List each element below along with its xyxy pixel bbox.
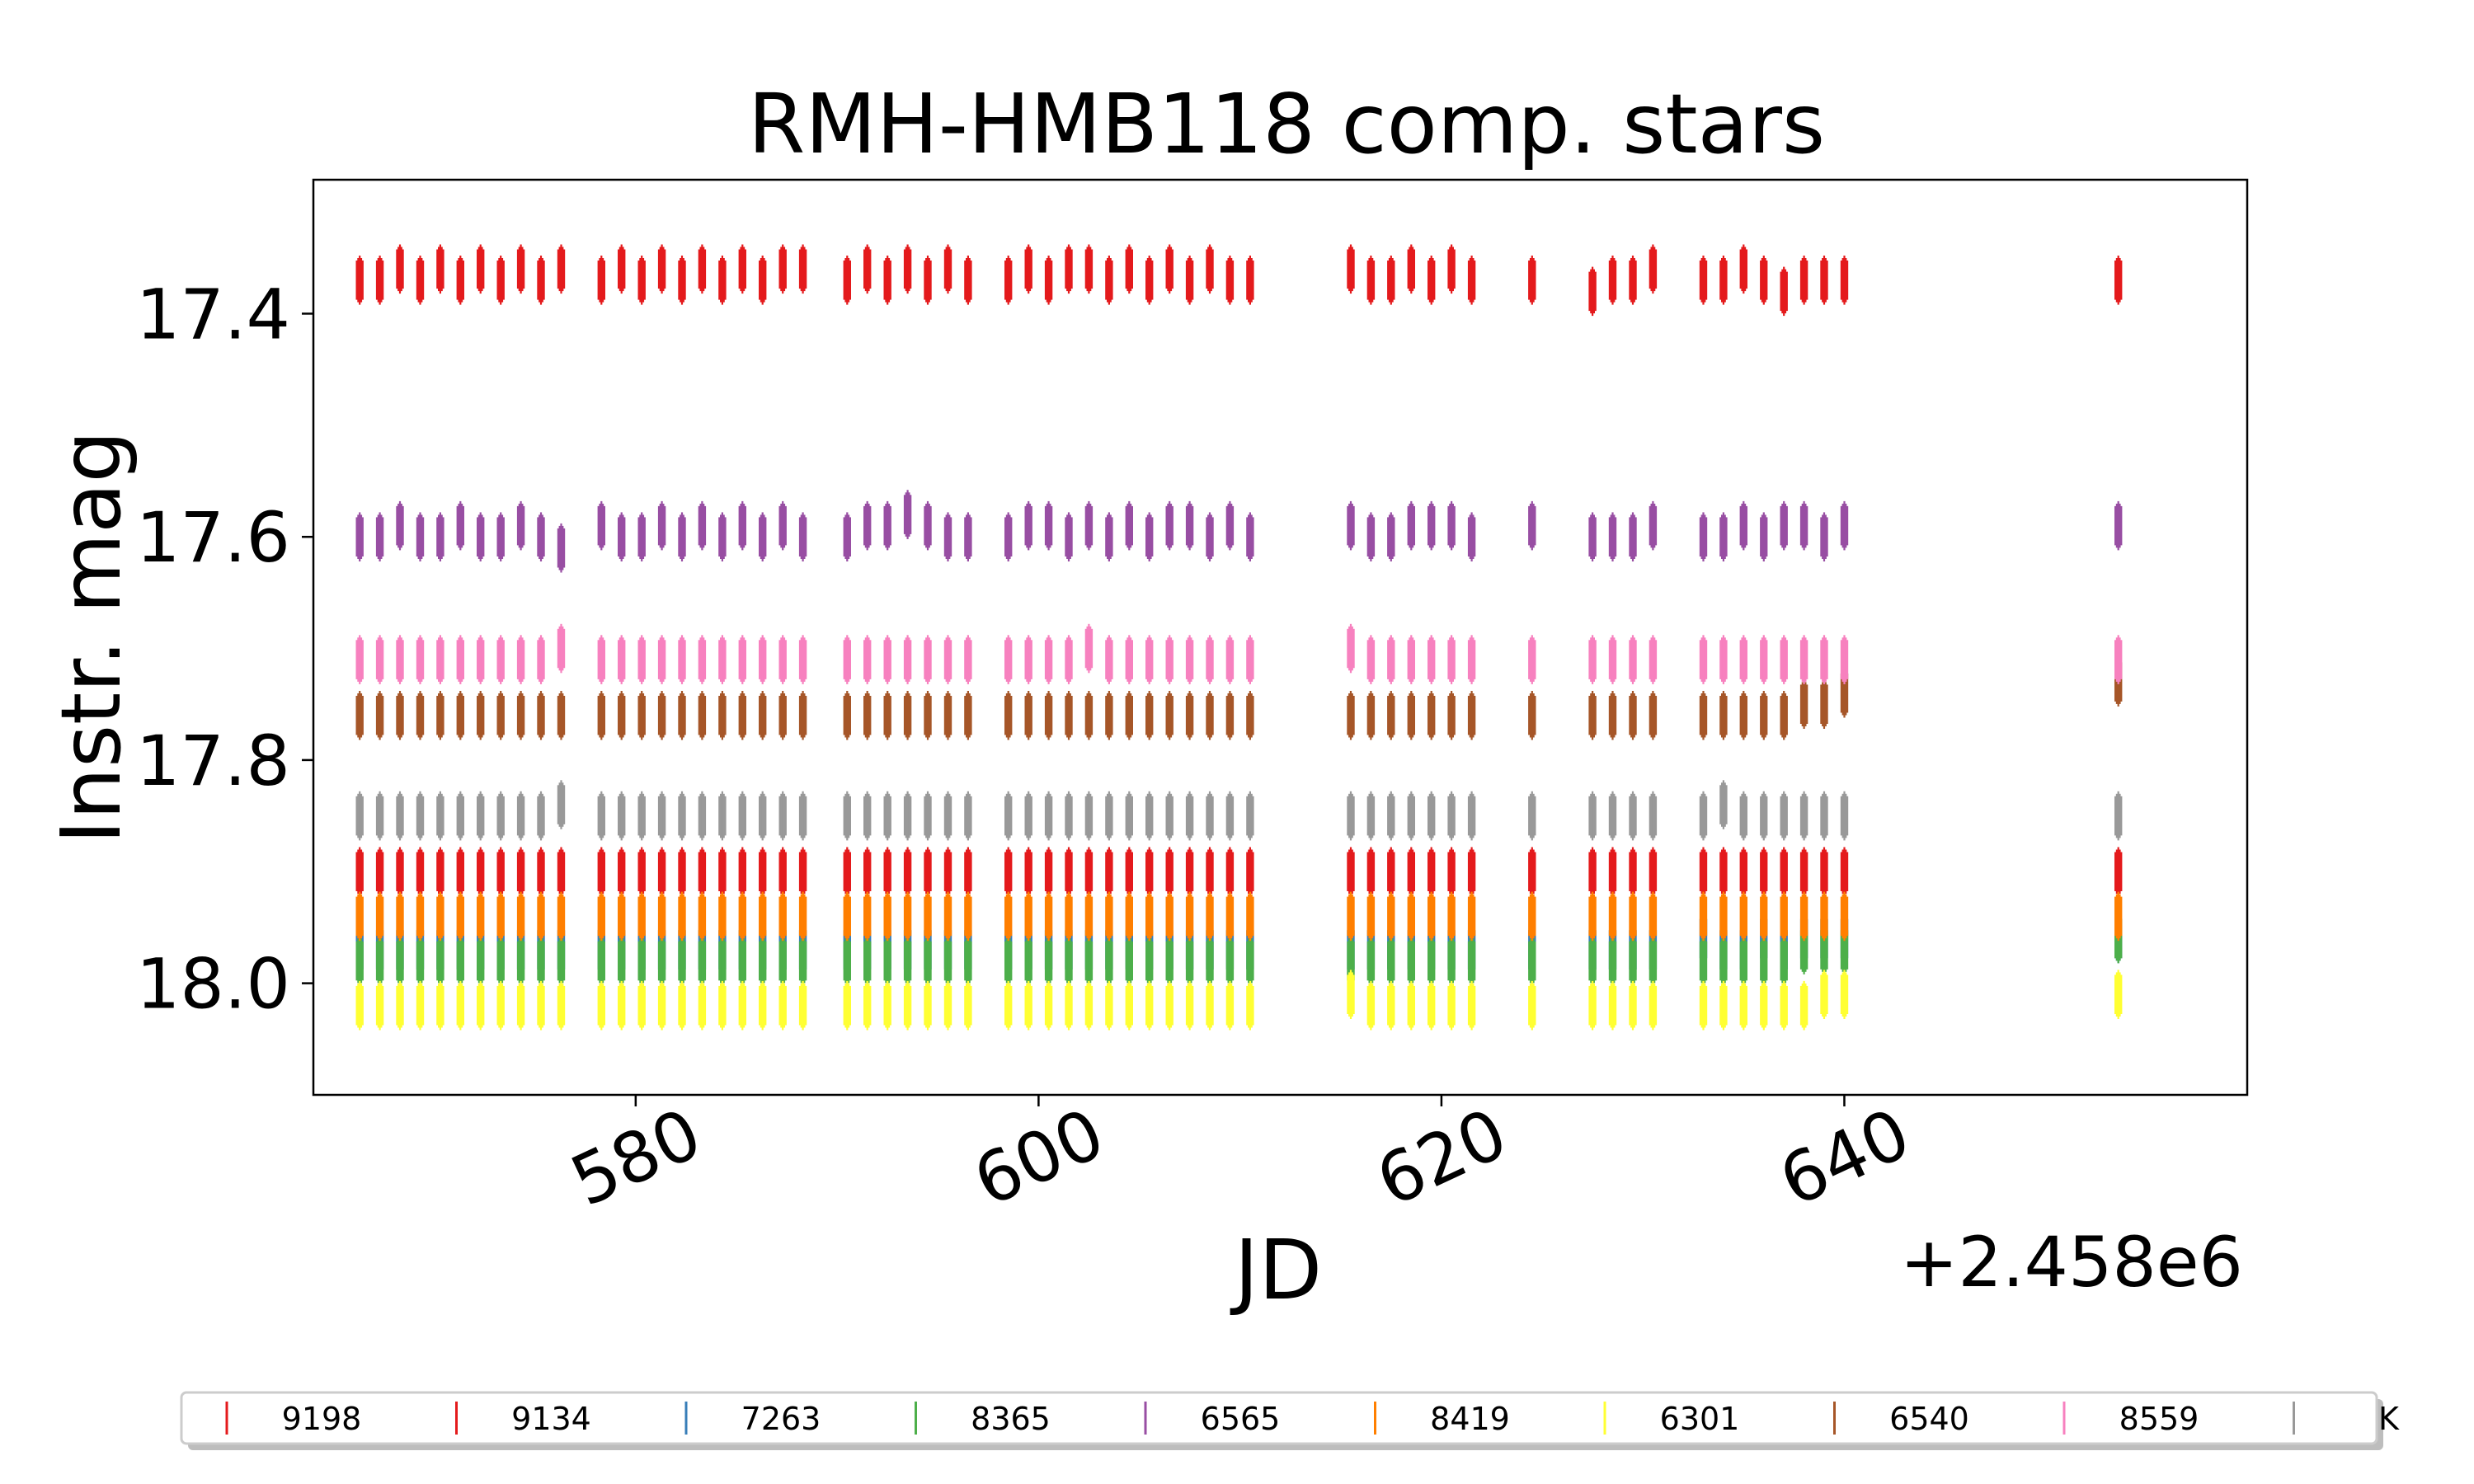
x-offset-label: +2.458e6 [1900, 1222, 2243, 1303]
series-9134 [355, 847, 2123, 896]
legend-entry: 6565 [1144, 1401, 1281, 1437]
y-axis-ticks: 17.4 17.6 17.8 18.0 [136, 274, 313, 1025]
legend-entry: 8559 [2062, 1401, 2199, 1437]
legend-label: 9198 [282, 1401, 362, 1437]
legend-box [180, 1391, 2378, 1445]
legend-label: 7263 [741, 1401, 821, 1437]
x-tick-label: 620 [1365, 1093, 1519, 1223]
y-tick-label: 17.4 [136, 274, 290, 355]
x-tick-label: 600 [962, 1093, 1116, 1223]
legend-entry: 6540 [1833, 1401, 1969, 1437]
legend-label: 8559 [2119, 1401, 2199, 1437]
legend-label: 6540 [1889, 1401, 1969, 1437]
series-6565 [355, 490, 2123, 573]
legend-entry: 6301 [1603, 1401, 1740, 1437]
chart-title: RMH-HMB118 comp. stars [748, 76, 1825, 172]
x-tick-label: 640 [1768, 1093, 1922, 1223]
legend-entry: 9134 [455, 1401, 591, 1437]
series-8559 [355, 623, 2123, 684]
series-6540 [355, 657, 2123, 740]
legend-label: 6565 [1201, 1401, 1281, 1437]
legend-entry: 8419 [1374, 1401, 1510, 1437]
x-tick-label: 580 [559, 1093, 713, 1223]
series-9198 [355, 244, 2123, 317]
series-8419 [355, 891, 2123, 942]
x-axis-label: JD [1230, 1222, 1323, 1318]
series-8365 [355, 913, 2123, 986]
legend-label: K [2378, 1401, 2400, 1437]
legend-entry: 8365 [915, 1401, 1051, 1437]
y-tick-label: 18.0 [136, 944, 290, 1025]
legend-entry: 7263 [684, 1401, 821, 1437]
legend-entry: K [2293, 1401, 2400, 1437]
data-marks [355, 244, 2123, 1031]
legend-entries: 9198 9134 7263 8365 6565 8419 6301 6540 8559 K [225, 1401, 2400, 1437]
y-axis-label: Instr. mag [43, 430, 139, 844]
x-axis-ticks: 580 600 620 640 [559, 1093, 1921, 1223]
legend-label: 8419 [1430, 1401, 1510, 1437]
y-tick-label: 17.6 [136, 497, 290, 578]
legend-entry: 9198 [225, 1401, 362, 1437]
legend-label: 8365 [971, 1401, 1051, 1437]
legend-label: 6301 [1660, 1401, 1740, 1437]
y-tick-label: 17.8 [136, 721, 290, 801]
plot-frame [312, 178, 2249, 1097]
series-6301 [355, 970, 2123, 1031]
series-K [355, 780, 2123, 841]
legend: 9198 9134 7263 8365 6565 8419 6301 6540 8559 K [180, 1391, 2400, 1450]
legend-label: 9134 [511, 1401, 591, 1437]
